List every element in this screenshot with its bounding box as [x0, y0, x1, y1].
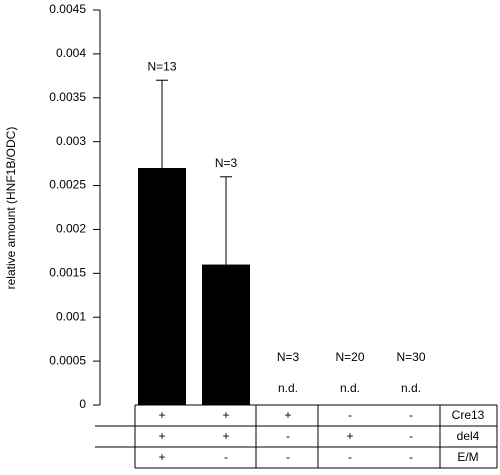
bar — [202, 264, 250, 405]
table-cell: - — [286, 429, 290, 443]
y-tick-label: 0.003 — [56, 134, 86, 148]
y-tick-label: 0.001 — [56, 309, 86, 323]
table-cell: + — [158, 450, 165, 464]
table-cell: + — [284, 408, 291, 422]
annotation: N=3 — [277, 350, 300, 364]
y-tick-label: 0.002 — [56, 222, 86, 236]
table-cell: + — [222, 408, 229, 422]
annotation: N=3 — [215, 156, 238, 170]
table-cell: + — [346, 429, 353, 443]
table-cell: + — [158, 429, 165, 443]
table-cell: - — [224, 450, 228, 464]
y-axis-title: relative amount (HNF1B/ODC) — [4, 127, 18, 290]
table-cell: - — [409, 429, 413, 443]
y-tick-label: 0.004 — [56, 46, 86, 60]
table-cell: - — [348, 408, 352, 422]
value-label: n.d. — [340, 381, 360, 395]
annotation: N=20 — [335, 350, 364, 364]
y-tick-label: 0.0035 — [49, 90, 86, 104]
y-tick-label: 0.0015 — [49, 266, 86, 280]
bar — [138, 168, 186, 405]
error-bar — [156, 79, 168, 168]
row-label: Cre13 — [452, 408, 485, 422]
y-tick-label: 0.0005 — [49, 353, 86, 367]
value-label: n.d. — [278, 381, 298, 395]
y-tick-label: 0.0045 — [49, 2, 86, 16]
annotation: N=13 — [147, 59, 176, 73]
table-cell: - — [348, 450, 352, 464]
row-label: E/M — [457, 450, 478, 464]
table-cell: + — [222, 429, 229, 443]
table-cell: + — [158, 408, 165, 422]
table-cell: - — [409, 408, 413, 422]
y-tick-label: 0.0025 — [49, 178, 86, 192]
table-cell: - — [409, 450, 413, 464]
value-label: n.d. — [401, 381, 421, 395]
y-tick-label: 0 — [79, 397, 86, 411]
table-cell: - — [286, 450, 290, 464]
row-label: del4 — [457, 429, 480, 443]
error-bar — [220, 176, 232, 265]
annotation: N=30 — [396, 350, 425, 364]
